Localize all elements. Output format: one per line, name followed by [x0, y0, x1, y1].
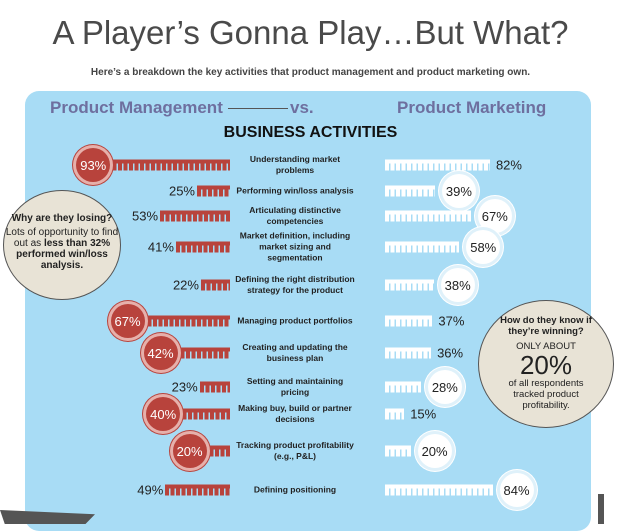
product-management-header: Product Management — [50, 98, 223, 117]
ship-silhouette-icon — [0, 510, 95, 524]
pmk-value-circle: 20% — [417, 434, 452, 468]
pmk-bar — [385, 315, 433, 327]
pmk-value-circle: 39% — [441, 174, 476, 208]
pmk-bar — [385, 347, 432, 359]
activity-label: Articulating distinctive competencies — [249, 205, 341, 226]
subtitle: Here’s a breakdown the key activities th… — [90, 67, 531, 78]
pmk-value-circle: 67% — [477, 199, 512, 233]
pmk-bar — [385, 445, 411, 457]
pmk-bar — [385, 484, 493, 496]
pm-value: 23% — [171, 379, 198, 395]
pmk-bar — [385, 381, 421, 393]
callout-how-winning: How do they know if they’re winning? ONL… — [478, 300, 614, 428]
pm-bar — [141, 315, 230, 327]
vs-label: vs. — [290, 98, 314, 117]
page-title: A Player’s Gonna Play…But What? — [52, 14, 569, 51]
callout-big-number: 20% — [519, 350, 573, 380]
pm-value-circle: 42% — [143, 336, 178, 370]
pmk-value-circle: 58% — [466, 230, 501, 264]
callout-question: Why are they losing? — [11, 213, 113, 224]
activity-label: Defining the right distribution strategy… — [235, 274, 355, 295]
activity-label: Defining positioning — [253, 484, 337, 495]
pm-value: 53% — [132, 208, 159, 224]
activity-label: Creating and updating the business plan — [242, 342, 348, 363]
pm-bar — [175, 241, 230, 253]
pm-bar — [200, 279, 230, 291]
pmk-value-circle: 38% — [440, 268, 475, 302]
pm-bar — [107, 159, 230, 171]
pm-value-circle: 93% — [76, 148, 111, 182]
pm-value-circle: 67% — [110, 304, 145, 338]
callout-text: Lots of opportunity to find out as — [5, 227, 119, 249]
pm-value: 41% — [147, 239, 174, 255]
section-title: BUSINESS ACTIVITIES — [223, 124, 398, 141]
pm-bar — [199, 381, 230, 393]
activity-label: Tracking product profitability (e.g., P&… — [236, 440, 354, 461]
pm-bar — [197, 185, 230, 197]
pmk-bar — [385, 185, 435, 197]
activity-label: Understanding market problems — [249, 154, 341, 175]
tower-silhouette-icon — [598, 494, 604, 524]
pmk-value-circle: 84% — [499, 473, 534, 507]
pm-value-circle: 20% — [172, 434, 207, 468]
callout-why-losing: Why are they losing? Lots of opportunity… — [3, 190, 121, 300]
vs-divider — [228, 108, 288, 109]
callout-question: How do they know if they’re winning? — [500, 315, 592, 337]
pm-value-circle: 40% — [146, 397, 181, 431]
pmk-bar — [385, 279, 434, 291]
pm-bar — [203, 445, 230, 457]
pm-bar — [165, 484, 230, 496]
pm-value: 22% — [172, 277, 199, 293]
callout-pre: ONLY ABOUT — [516, 341, 576, 352]
activity-label: Making buy, build or partner decisions — [238, 403, 352, 424]
pm-bar — [177, 408, 230, 420]
pm-bar — [160, 210, 230, 222]
pmk-value: 37% — [438, 313, 465, 329]
pmk-bar — [385, 241, 460, 253]
activity-label: Market definition, including market sizi… — [239, 230, 351, 263]
pm-value: 25% — [168, 183, 195, 199]
callout-bold: less than 32% performed win/loss analysi… — [16, 238, 111, 271]
pm-bar — [174, 347, 230, 359]
pmk-value: 15% — [410, 406, 437, 422]
pm-value: 49% — [137, 482, 164, 498]
activity-label: Performing win/loss analysis — [236, 185, 354, 196]
activity-label: Managing product portfolios — [237, 315, 353, 326]
callout-post: of all respondents tracked product profi… — [508, 378, 584, 411]
pmk-value: 82% — [495, 157, 522, 173]
pmk-bar — [385, 210, 471, 222]
pmk-bar — [385, 408, 405, 420]
pmk-value: 36% — [437, 345, 464, 361]
pmk-bar — [385, 159, 490, 171]
pmk-value-circle: 28% — [427, 370, 462, 404]
product-marketing-header: Product Marketing — [397, 98, 547, 117]
activity-label: Setting and maintaining pricing — [246, 376, 344, 397]
